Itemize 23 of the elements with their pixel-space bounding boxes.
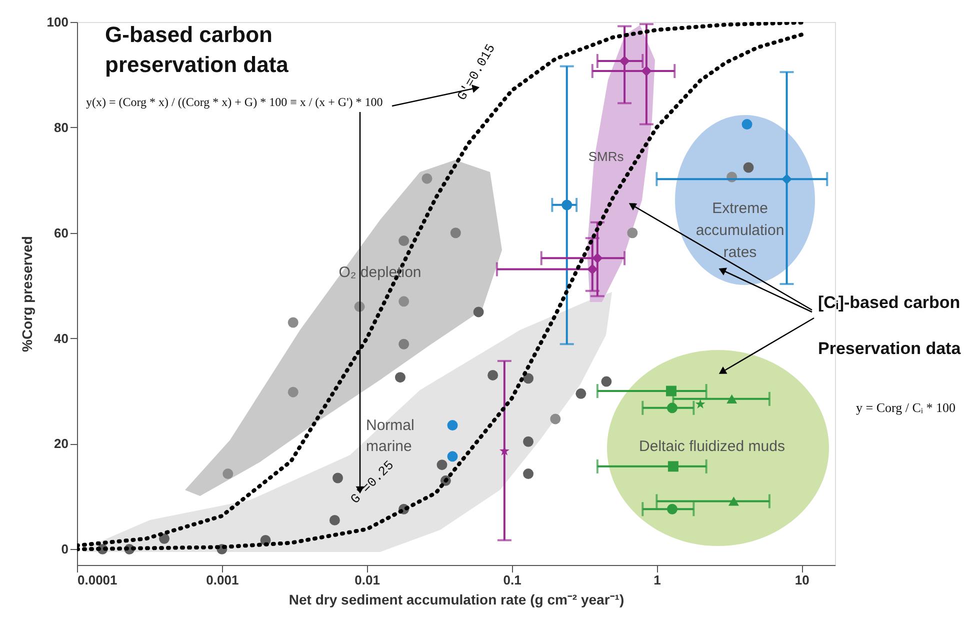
annotation: Extreme accumulation rates [696,200,784,261]
x-tick-label: 0.001 [206,572,239,588]
annotation: G-based carbon preservation data [105,22,290,77]
x-tick-label: 10 [794,572,810,588]
y-axis-title: %Corg preserved [18,236,35,352]
y-tick-label: 80 [54,120,68,135]
y-tick-label: 40 [54,330,68,346]
annotation: SMRs [588,149,624,164]
x-tick-label: 0.01 [354,572,380,588]
y-tick-label: 100 [46,14,68,30]
text: [Cᵢ]-based carbon Preservation data [818,293,961,358]
y-tick-label: 60 [54,225,68,240]
x-axis-title: Net dry sediment accumulation rate (g cm⁻² year⁻¹) [288,592,624,608]
x-tick-label: 0.0001 [78,572,118,588]
text: y = Corg / Cᵢ * 100 [856,400,956,415]
x-tick-label: 1 [654,572,661,588]
annotation: y(x) = (Corg * x) / ((Corg * x) + G) * 100 ≡ x / (x + G') * 100 [86,95,383,109]
annotation: Normal marine [366,417,414,455]
y-tick-label: 0 [61,542,68,557]
annotation: O₂ depletion [338,264,422,281]
x-tick-label: 0.1 [503,572,522,588]
annotation: Deltaic fluidized muds [639,438,785,455]
y-tick-label: 20 [54,436,68,452]
